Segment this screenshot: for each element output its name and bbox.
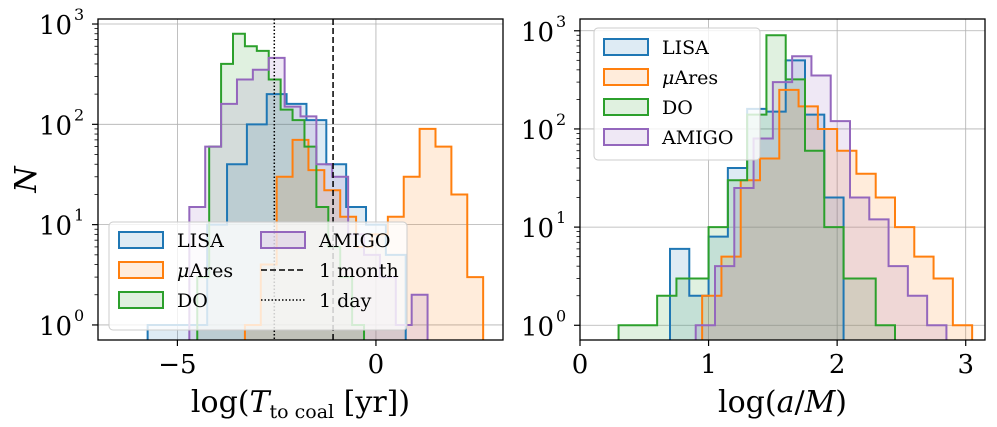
y-tick-exponent: 1 <box>556 208 566 227</box>
x-title-a: a <box>777 385 795 420</box>
legend-swatch <box>260 231 306 249</box>
hist-step-do <box>617 34 896 340</box>
x-tick-label: 1 <box>700 350 717 380</box>
y-tick-exponent: 2 <box>74 105 84 124</box>
x-title-M: M <box>804 385 837 420</box>
legend: LISA μAres DO AMIGO <box>593 27 761 161</box>
legend-label: μAres <box>177 260 233 282</box>
x-axis-title: log(Tto coal [yr]) <box>191 385 410 423</box>
x-tick-label: 0 <box>572 350 589 380</box>
x-tick-label: −5 <box>158 350 196 380</box>
hist-step-ares <box>701 88 974 340</box>
y-tick-label: 10 <box>39 312 72 342</box>
hist-fill-lisa <box>670 60 844 340</box>
histograms <box>617 34 974 340</box>
legend-mu: μ <box>662 67 674 89</box>
legend-swatch <box>603 38 649 56</box>
y-tick-exponent: 2 <box>556 110 566 129</box>
legend-label: DO <box>662 97 693 119</box>
x-axis-title: log(a/M) <box>718 385 847 420</box>
y-axis-title: N <box>9 165 44 194</box>
legend-label: DO <box>177 290 208 312</box>
y-tick-label: 10 <box>521 214 554 244</box>
legend-label: AMIGO <box>318 230 390 252</box>
x-title-T: T <box>250 385 272 420</box>
legend-box <box>108 221 408 331</box>
x-title-subscript: to coal <box>270 401 335 423</box>
legend-swatch <box>118 261 164 279</box>
legend-mu: μ <box>177 260 189 282</box>
legend-swatch <box>603 98 649 116</box>
y-tick-label: 10 <box>521 116 554 146</box>
y-tick-label: 10 <box>521 312 554 342</box>
legend-swatch <box>603 68 649 86</box>
hist-step-amigo <box>694 55 948 340</box>
legend: LISA μAres DO AMIGO 1 month 1 day <box>108 221 408 331</box>
legend-swatch <box>118 231 164 249</box>
x-tick-label: 3 <box>957 350 974 380</box>
y-tick-exponent: 3 <box>556 12 566 31</box>
axes-frame <box>579 18 986 341</box>
y-tick-label: 10 <box>39 11 72 41</box>
hist-fill-ares <box>702 89 973 340</box>
y-tick-label: 10 <box>521 18 554 48</box>
y-tick-label: 10 <box>39 212 72 242</box>
legend-label: 1 month <box>319 260 399 282</box>
axes-frame <box>97 18 504 341</box>
y-tick-exponent: 0 <box>74 306 84 325</box>
legend-box <box>593 27 761 161</box>
y-tick-label: 10 <box>39 111 72 141</box>
legend-swatch <box>118 291 164 309</box>
x-tick-label: 2 <box>829 350 846 380</box>
hist-fill-amigo <box>695 56 947 340</box>
legend-label: AMIGO <box>661 127 733 149</box>
legend-swatch <box>603 128 649 146</box>
x-title-units: [yr]) <box>334 385 410 420</box>
legend-label: 1 day <box>319 290 372 312</box>
legend-label: μAres <box>662 67 718 89</box>
hist-fill-do <box>618 35 895 340</box>
x-tick-label: 0 <box>368 350 385 380</box>
legend-label: LISA <box>177 230 224 252</box>
y-tick-exponent: 3 <box>74 5 84 24</box>
legend-label: LISA <box>662 37 709 59</box>
y-tick-exponent: 1 <box>74 206 84 225</box>
y-tick-exponent: 0 <box>556 306 566 325</box>
